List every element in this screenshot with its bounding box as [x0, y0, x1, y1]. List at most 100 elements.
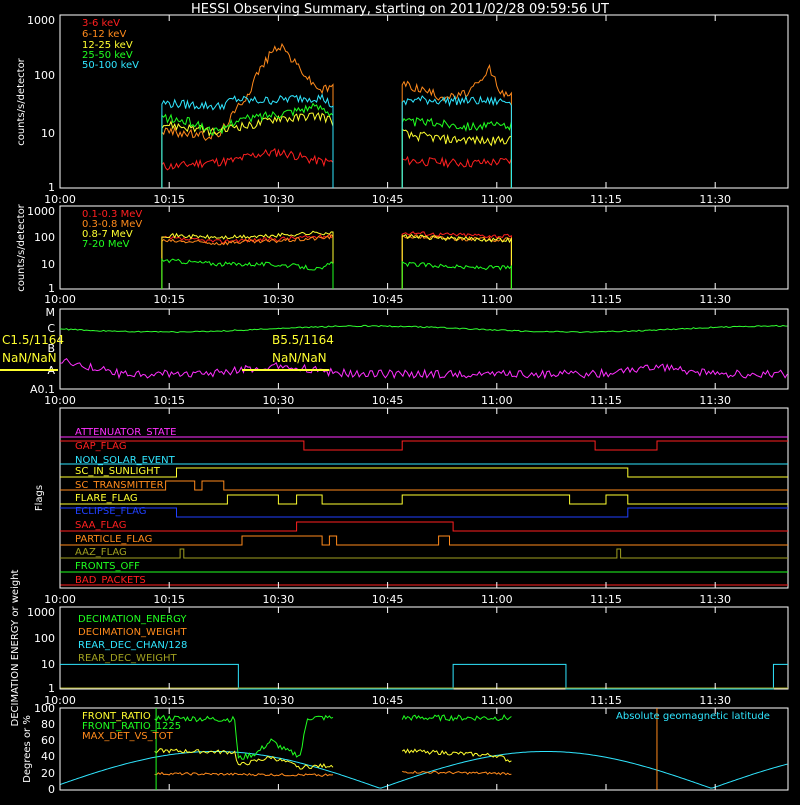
goes-annot-ratio-1: NaN/NaN	[272, 351, 327, 365]
p6-ytick-0: 0	[48, 783, 55, 796]
low-energy-rates-series-1-seg-0	[161, 42, 334, 188]
time-tick-p1-xt-0: 10:00	[44, 193, 76, 206]
p3-ytick-m: M	[46, 306, 56, 319]
p1-ytick-10: 10	[41, 127, 55, 140]
flag-label-aaz: AAZ_FLAG	[75, 547, 127, 558]
p3-ytick-a01: A0.1	[30, 383, 55, 396]
p6-ytick-60: 60	[41, 734, 55, 747]
p2-legend-0.8-7: 0.8-7 MeV	[82, 229, 133, 240]
p2-legend-0.3-0.8: 0.3-0.8 MeV	[82, 219, 142, 230]
flag-label-sunlight: SC_IN_SUNLIGHT	[75, 466, 161, 477]
flag-line-8	[60, 535, 788, 546]
time-tick-p2-xt-1: 10:15	[153, 293, 185, 306]
ratio-series-2-seg-0	[154, 771, 334, 777]
p2-legend-7-20: 7-20 MeV	[82, 239, 130, 250]
flag-label-eclipse: ECLIPSE_FLAG	[75, 506, 146, 517]
time-tick-p3-xt-1: 10:15	[153, 394, 185, 407]
p5-legend-energy: DECIMATION_ENERGY	[78, 614, 187, 625]
high-energy-rates-series-1-seg-0	[161, 234, 334, 289]
flag-label-non-solar: NON_SOLAR_EVENT	[75, 455, 176, 466]
time-tick-p2-xt-0: 10:00	[44, 293, 76, 306]
p6-ytick-20: 20	[41, 767, 55, 780]
time-tick-p4-xt-5: 11:15	[590, 593, 622, 606]
flag-line-1	[60, 440, 788, 451]
flag-line-9	[60, 548, 788, 559]
time-tick-p3-xt-3: 10:45	[372, 394, 404, 407]
time-tick-p1-xt-6: 11:30	[699, 193, 731, 206]
p1-ytick-1: 1	[48, 181, 55, 194]
p5-ylabel: DECIMATION ENERGY or weight	[10, 569, 21, 726]
panel-high-energy: 1 10 100 1000 counts/s/detector 10:00 10:…	[16, 203, 789, 306]
goes-annot-class-2: C1.5/1164	[2, 333, 64, 347]
p4-ylabel: Flags	[34, 485, 45, 511]
geomag-latitude-line	[59, 751, 788, 789]
p5-ytick-1: 1	[48, 682, 55, 695]
ratio-series-2-seg-1	[402, 770, 512, 776]
time-tick-p2-xt-3: 10:45	[372, 293, 404, 306]
p5-legend-weight: DECIMATION_WEIGHT	[78, 627, 187, 638]
p6-legend-max-det: MAX_DET_VS_TOT	[82, 731, 174, 742]
p2-ytick-1000: 1000	[27, 205, 55, 218]
low-energy-rates-series-2-seg-0	[161, 112, 334, 188]
time-tick-p5-xt-0: 10:00	[44, 694, 76, 707]
time-tick-p1-xt-5: 11:15	[590, 193, 622, 206]
time-tick-p1-xt-4: 11:00	[481, 193, 513, 206]
time-tick-p4-xt-1: 10:15	[153, 593, 185, 606]
low-energy-rates-series-4-seg-0	[161, 93, 334, 188]
p1-legend-12-25: 12-25 keV	[82, 40, 133, 51]
goes-annot-ratio-2: NaN/NaN	[2, 351, 57, 365]
time-tick-p4-xt-3: 10:45	[372, 593, 404, 606]
time-tick-p5-xt-2: 10:30	[263, 694, 295, 707]
time-tick-p5-xt-4: 11:00	[481, 694, 513, 707]
goes-annot-class-1: B5.5/1164	[272, 333, 334, 347]
p6-ytick-40: 40	[41, 750, 55, 763]
flag-line-5	[60, 494, 788, 505]
high-energy-rates-series-3-seg-1	[401, 260, 512, 289]
time-tick-p3-xt-2: 10:30	[263, 394, 295, 407]
p2-ylabel: counts/s/detector	[16, 203, 27, 291]
p1-legend-6-12: 6-12 keV	[82, 29, 126, 40]
flag-label-fronts-off: FRONTS_OFF	[75, 561, 140, 572]
high-energy-rates-series-2-seg-1	[401, 233, 512, 289]
low-energy-rates-series-2-seg-1	[401, 128, 512, 188]
p1-legend-25-50: 25-50 keV	[82, 50, 133, 61]
time-tick-p2-xt-6: 11:30	[699, 293, 731, 306]
flag-label-attenuator: ATTENUATOR_STATE	[75, 427, 176, 438]
time-tick-p2-xt-2: 10:30	[263, 293, 295, 306]
panel-ratios: 0 20 40 60 80 100 Degrees or % Absolute …	[22, 702, 789, 796]
low-energy-rates-series-3-seg-0	[161, 102, 334, 188]
time-tick-p3-xt-0: 10:00	[44, 394, 76, 407]
p3-ytick-c: C	[47, 322, 55, 335]
flag-label-saa: SAA_FLAG	[75, 520, 126, 531]
high-energy-rates-series-0-seg-1	[401, 231, 512, 289]
ratio-series-1-seg-1	[401, 748, 512, 763]
p6-ylabel: Degrees or %	[22, 715, 33, 783]
p5-legend-rear-weight: REAR_DEC_WEIGHT	[78, 653, 177, 664]
chart-title: HESSI Observing Summary, starting on 201…	[191, 2, 609, 17]
flag-label-transmitter: SC_TRANSMITTER	[75, 480, 164, 491]
flag-label-flare: FLARE_FLAG	[75, 493, 138, 504]
ratio-series-0-seg-0	[154, 714, 334, 760]
panel-goes: A0.1 A B C M 10:0010:1510:3010:4511:0011…	[0, 306, 789, 407]
rear-dec-chan-line	[60, 663, 788, 690]
p6-legend-front-ratio-1225: FRONT_RATIO_1225	[82, 721, 181, 732]
ratio-series-0-seg-1	[401, 714, 512, 722]
p1-legend-50-100: 50-100 keV	[82, 60, 139, 71]
panel-flags: Flags 10:00 10:15 10:30 10:45 11:00 11:15 11:3…	[34, 407, 789, 606]
high-energy-rates-series-2-seg-0	[161, 230, 334, 289]
time-tick-p4-xt-2: 10:30	[263, 593, 295, 606]
p1-ytick-100: 100	[34, 69, 55, 82]
p6-ytick-80: 80	[41, 718, 55, 731]
time-tick-p5-xt-1: 10:15	[153, 694, 185, 707]
time-tick-p5-xt-6: 11:30	[699, 694, 731, 707]
low-energy-rates-series-1-seg-1	[401, 63, 512, 188]
time-tick-p5-xt-3: 10:45	[372, 694, 404, 707]
p5-ytick-10: 10	[41, 658, 55, 671]
flag-line-6	[60, 507, 788, 518]
p5-ytick-1000: 1000	[27, 606, 55, 619]
flag-label-particle: PARTICLE_FLAG	[75, 534, 152, 545]
p5-legend-rear-chan: REAR_DEC_CHAN/128	[78, 640, 187, 651]
flag-line-4	[60, 480, 788, 491]
p6-legend-front-ratio: FRONT_RATIO	[82, 711, 151, 722]
